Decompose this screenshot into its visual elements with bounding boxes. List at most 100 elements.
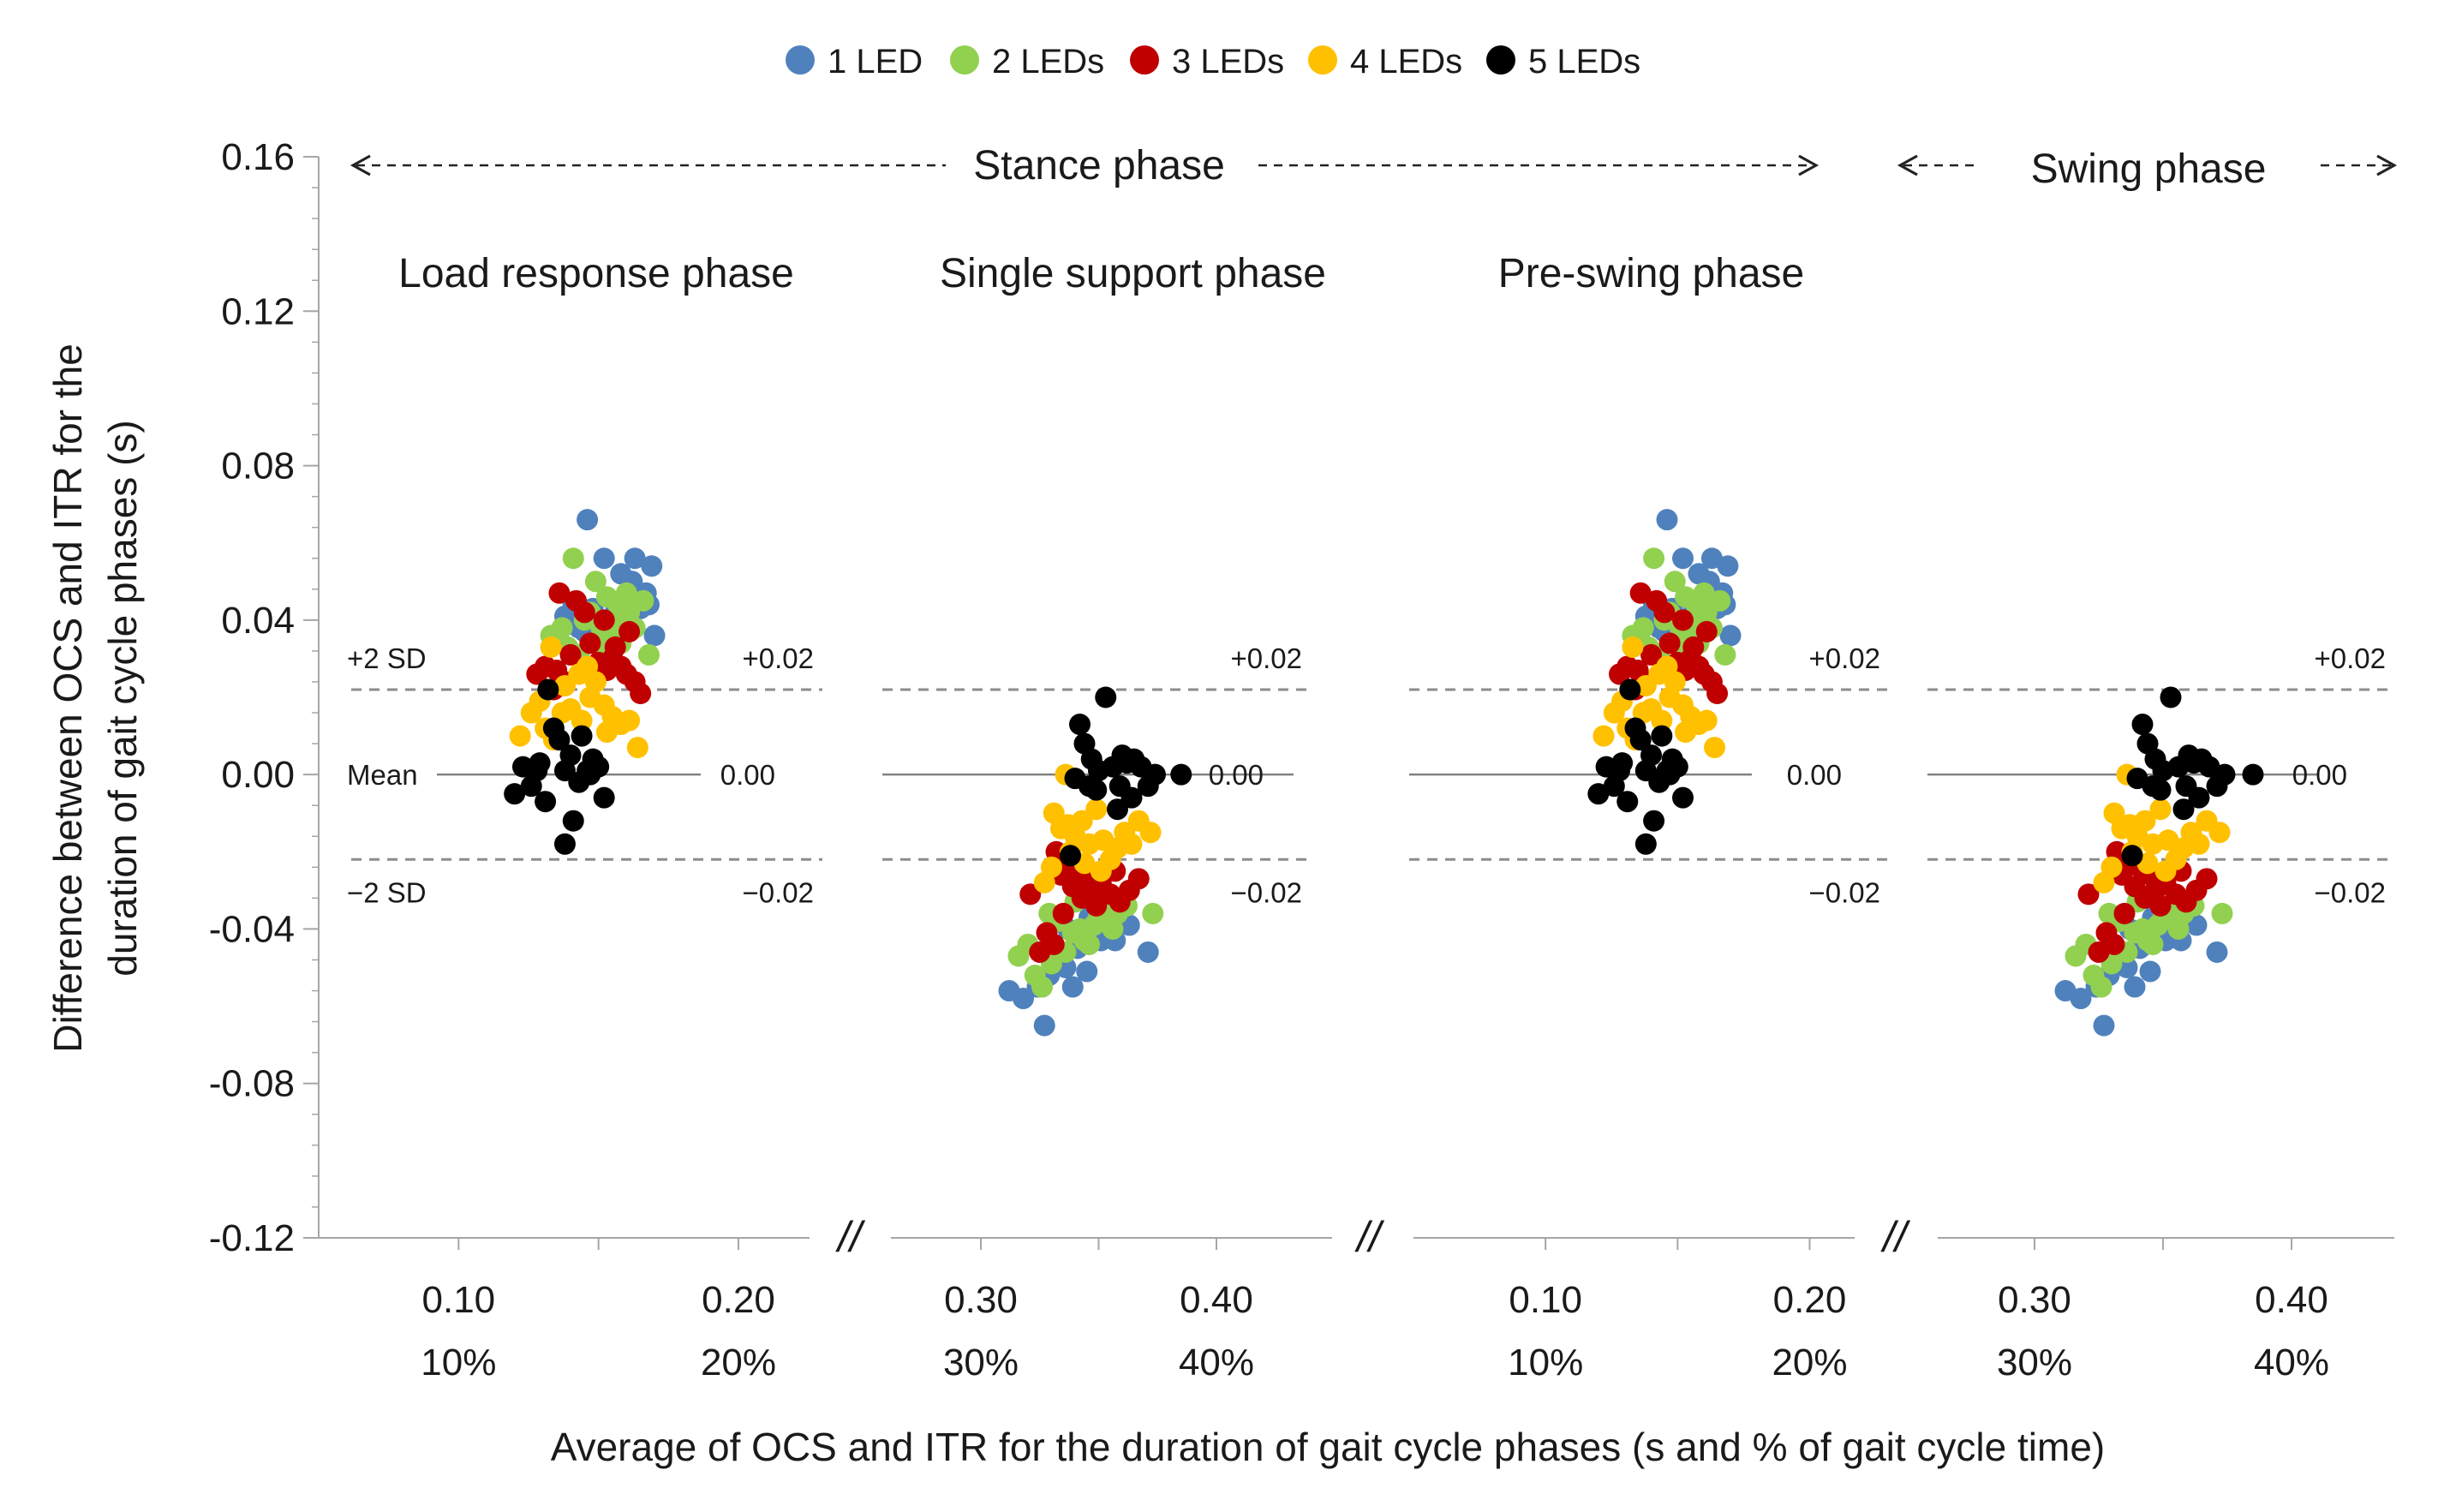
- data-point: [553, 833, 576, 855]
- lower-sd-label: −2 SD: [347, 876, 427, 908]
- upper-limit-value: +0.02: [2315, 642, 2387, 674]
- data-point: [1033, 1014, 1055, 1037]
- data-point: [1137, 941, 1159, 963]
- data-point: [1592, 725, 1615, 747]
- data-point: [504, 783, 526, 805]
- data-point: [1142, 902, 1164, 924]
- legend-marker: [950, 45, 979, 75]
- data-point: [1643, 810, 1665, 832]
- data-point: [1700, 547, 1723, 570]
- legend-label: 2 LEDs: [992, 43, 1104, 81]
- data-point: [1651, 725, 1673, 747]
- data-point: [2134, 810, 2156, 832]
- data-point: [1031, 976, 1053, 998]
- data-point: [626, 737, 648, 759]
- data-point: [571, 725, 593, 747]
- data-point: [1706, 682, 1729, 704]
- data-point: [535, 791, 557, 813]
- data-point: [509, 725, 531, 747]
- data-point: [1609, 663, 1630, 685]
- data-point: [1061, 976, 1084, 998]
- data-point: [1695, 709, 1718, 732]
- y-axis-title: Difference between OCS and ITR for the du…: [45, 344, 145, 1053]
- data-point: [2149, 894, 2172, 917]
- data-point: [2139, 960, 2161, 983]
- panel-title: Single support phase: [940, 251, 1326, 296]
- data-point: [1643, 547, 1665, 570]
- data-point: [1658, 686, 1681, 708]
- data-point: [1073, 929, 1096, 952]
- data-point: [562, 810, 584, 832]
- data-point: [1672, 786, 1694, 809]
- data-point: [526, 663, 548, 685]
- upper-sd-label: +2 SD: [347, 642, 427, 674]
- lower-limit-value: −0.02: [1231, 876, 1303, 908]
- y-tick-label: 0.04: [221, 600, 295, 642]
- data-point: [2131, 714, 2154, 736]
- axis-break-symbol: //: [1354, 1213, 1385, 1261]
- data-point: [1629, 582, 1652, 604]
- data-point: [584, 571, 607, 593]
- data-point: [1664, 571, 1686, 593]
- data-point: [1675, 721, 1697, 744]
- y-tick-label: 0.12: [221, 290, 295, 332]
- panel-2: 0.10 10% 0.20 20% +0.02 0.00 −0.02 Pre-swing ph…: [1409, 251, 1889, 1384]
- data-point: [2070, 988, 2092, 1010]
- x-tick-label-s: 0.30: [1998, 1279, 2071, 1321]
- axis-break-gap: [1855, 1234, 1938, 1241]
- data-point: [2147, 914, 2169, 936]
- data-point: [595, 721, 618, 744]
- data-point: [1704, 737, 1725, 759]
- data-point: [2149, 798, 2172, 821]
- data-point: [637, 643, 660, 666]
- data-point: [551, 617, 573, 639]
- data-point: [1102, 917, 1124, 940]
- data-point: [632, 589, 654, 612]
- data-point: [1120, 833, 1143, 855]
- legend-marker: [1308, 45, 1337, 75]
- data-point: [559, 744, 582, 767]
- axis-break-gap: [1332, 1234, 1413, 1241]
- legend-marker: [1130, 45, 1159, 75]
- data-point: [1060, 845, 1081, 867]
- data-point: [593, 786, 615, 809]
- legend-label: 3 LEDs: [1172, 43, 1284, 81]
- mean-value: 0.00: [1787, 759, 1842, 791]
- x-tick-label-s: 0.40: [1180, 1279, 1253, 1321]
- x-tick-label-pct: 40%: [1179, 1342, 1254, 1384]
- x-tick-label-pct: 20%: [701, 1342, 776, 1384]
- data-point: [553, 674, 576, 696]
- data-point: [2172, 798, 2195, 821]
- legend-label: 4 LEDs: [1350, 43, 1462, 81]
- data-point: [2136, 929, 2159, 952]
- axis-break-symbol: //: [835, 1213, 866, 1261]
- data-point: [1144, 763, 1166, 786]
- data-point: [2100, 856, 2123, 878]
- data-point: [1013, 988, 1034, 1010]
- data-point: [624, 547, 646, 570]
- panel-title: Load response phase: [398, 251, 794, 296]
- y-axis-title-line: duration of gait cycle phases (s): [100, 420, 145, 976]
- data-point: [618, 709, 641, 732]
- stance-arrow-right: [1798, 154, 1820, 176]
- data-point: [593, 609, 615, 631]
- data-point: [2160, 686, 2182, 708]
- x-tick-label-s: 0.40: [2255, 1279, 2328, 1321]
- x-tick-label-s: 0.20: [702, 1279, 775, 1321]
- data-point: [2208, 822, 2231, 844]
- panel-0: 0.10 10% 0.20 20% +0.02 0.00 −0.02 +2 SD Mean −2 …: [347, 251, 822, 1384]
- data-point: [1714, 643, 1736, 666]
- data-point: [526, 760, 548, 782]
- upper-limit-value: +0.02: [1231, 642, 1303, 674]
- data-point: [573, 601, 595, 624]
- y-tick-label: 0.16: [221, 136, 295, 178]
- swing-arrow-right: [2376, 154, 2398, 176]
- data-point: [2196, 868, 2218, 890]
- data-point: [1682, 636, 1705, 658]
- x-tick-label-s: 0.10: [1509, 1279, 1582, 1321]
- data-point: [2113, 902, 2136, 924]
- data-point: [2149, 779, 2172, 801]
- stance-arrow-left: [350, 154, 371, 176]
- y-tick-label: 0.08: [221, 445, 295, 487]
- data-point: [1085, 779, 1108, 801]
